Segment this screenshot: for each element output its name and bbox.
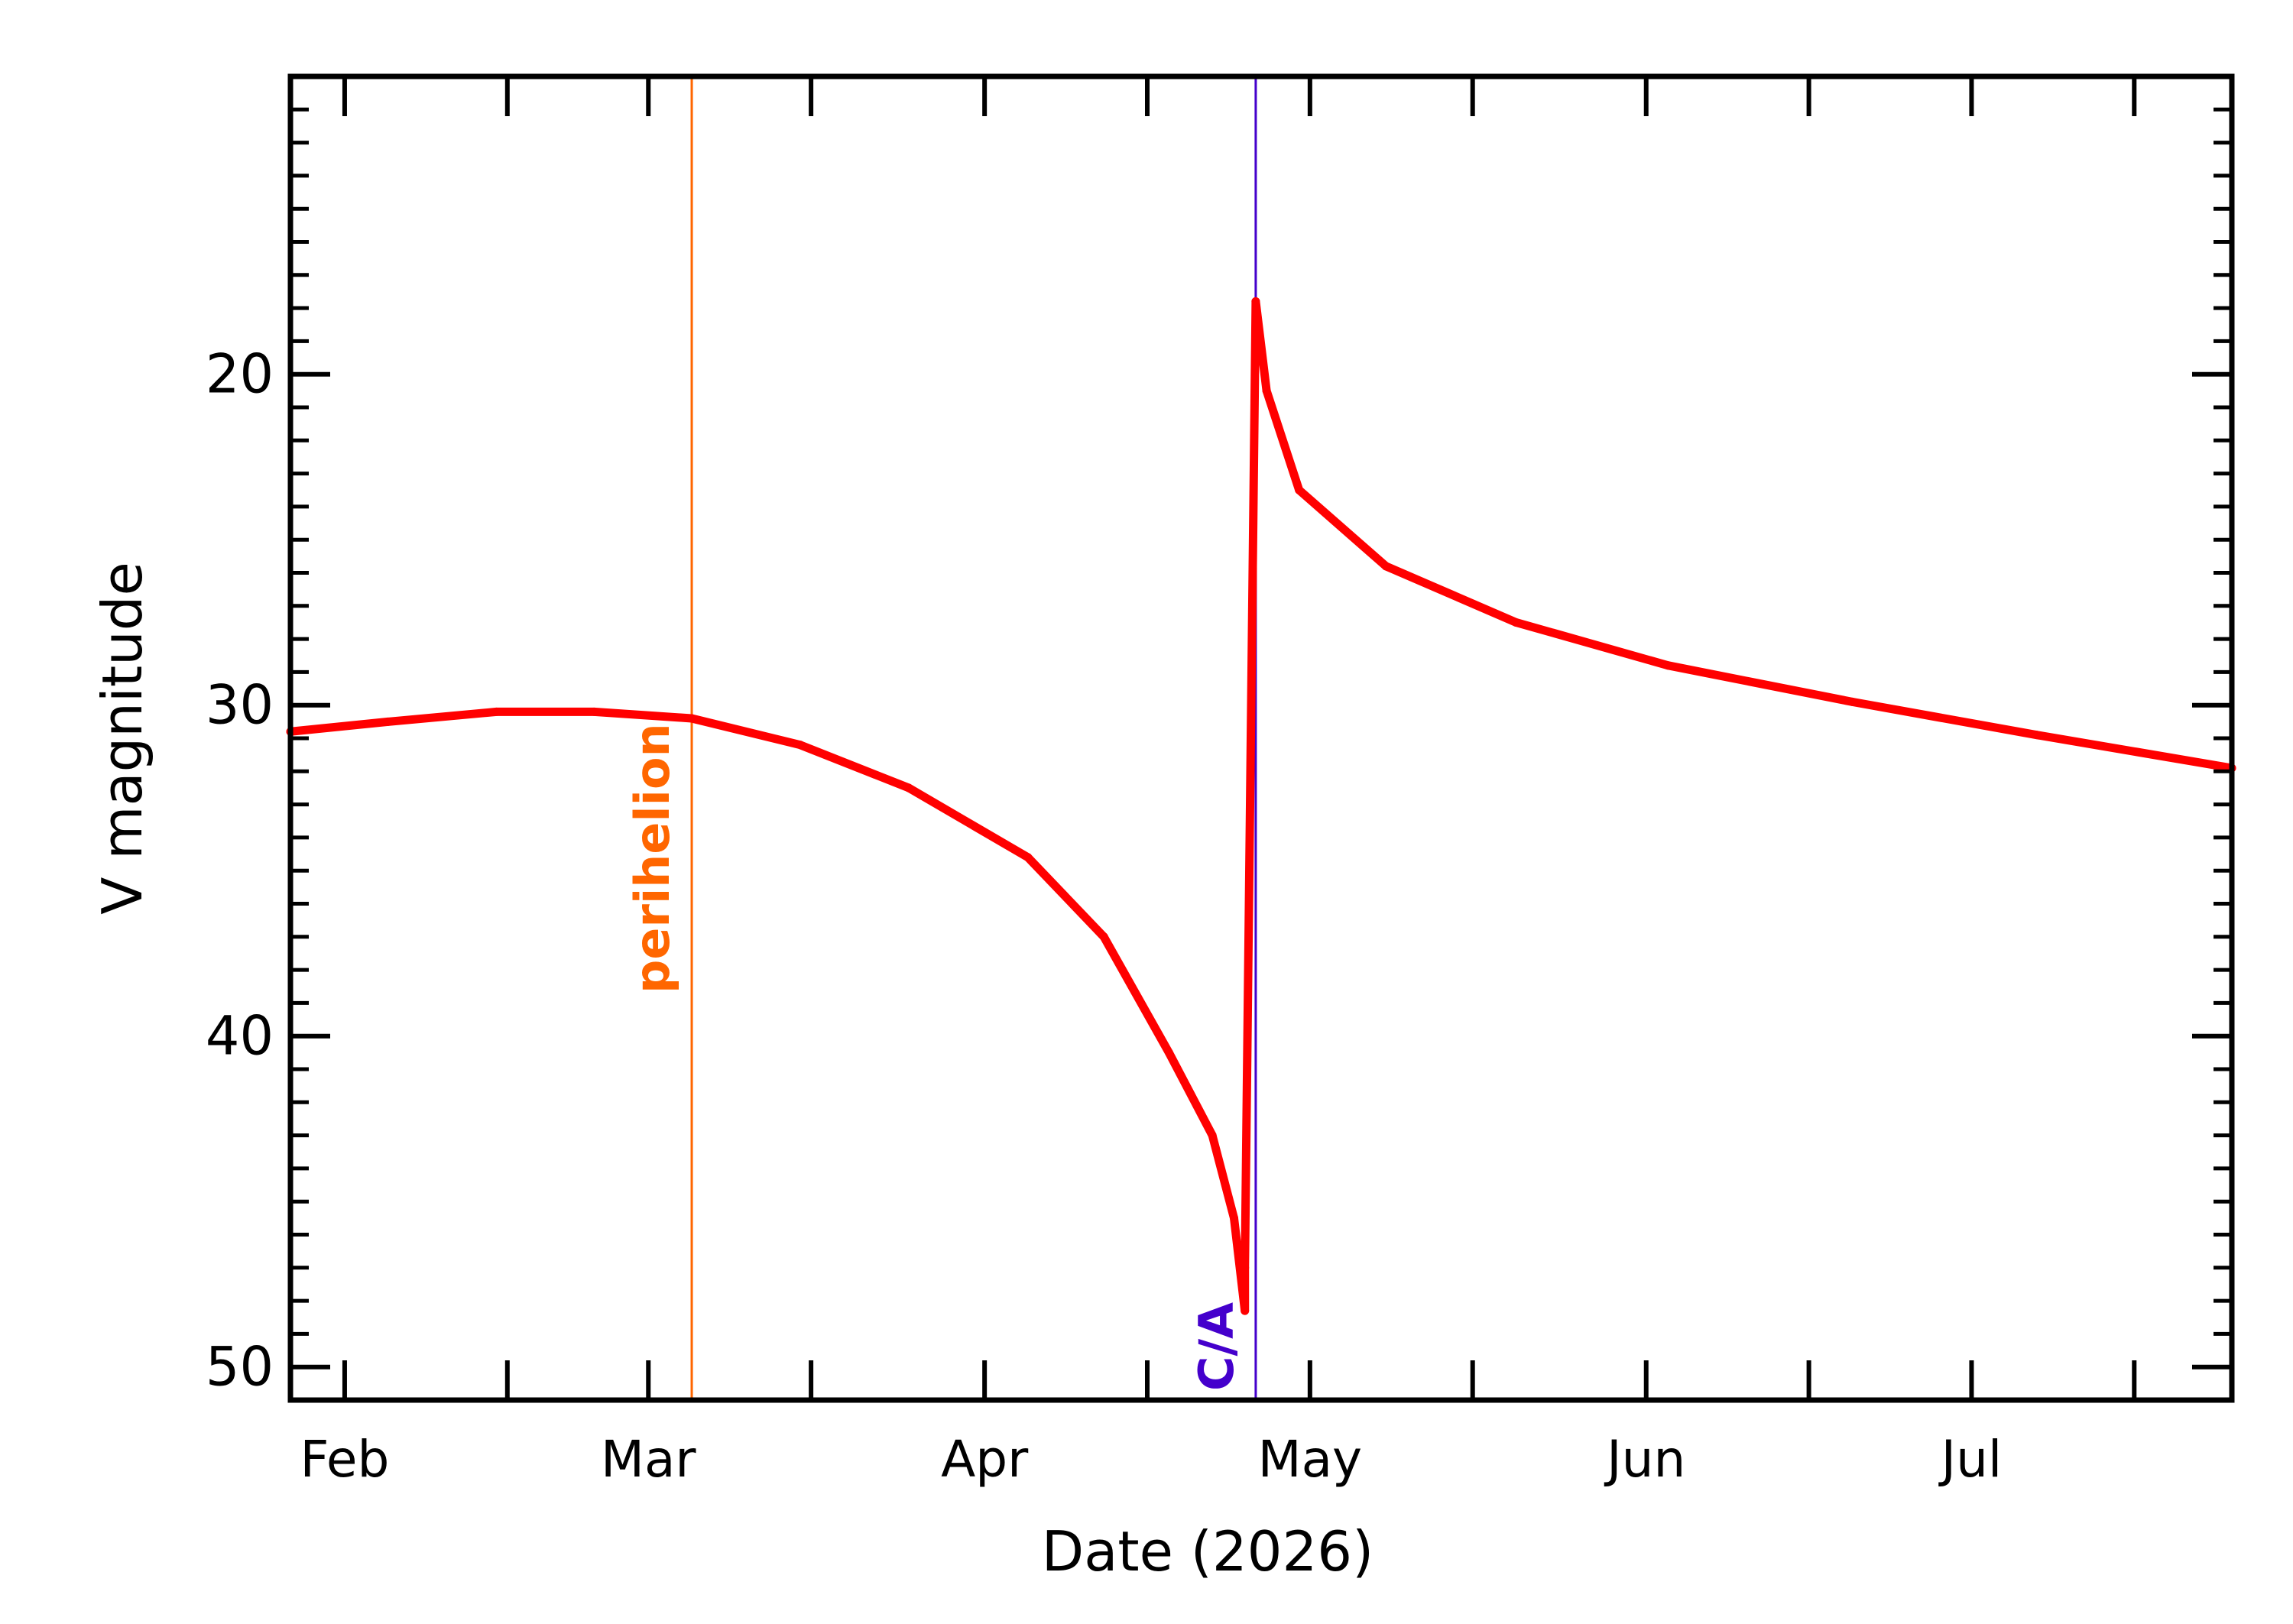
data-point — [1381, 562, 1390, 571]
data-point — [1663, 661, 1672, 670]
data-point — [687, 714, 696, 723]
y-tick-label: 20 — [206, 343, 274, 406]
x-tick-label: May — [1258, 1430, 1362, 1489]
y-tick-label: 40 — [206, 1005, 274, 1068]
data-point — [1023, 853, 1033, 862]
plot-frame — [287, 73, 2235, 1403]
data-point — [1230, 1214, 1239, 1223]
data-point — [1099, 932, 1108, 942]
x-tick-label: Jun — [1604, 1430, 1685, 1489]
data-point — [492, 707, 501, 716]
data-point — [1164, 1048, 1173, 1057]
data-point — [2032, 731, 2042, 740]
y-tick-label: 50 — [206, 1336, 274, 1399]
tick-labels: 20 30 40 50 Feb Mar Apr May Jun Jul — [206, 343, 2002, 1489]
x-tick-label: Apr — [941, 1430, 1029, 1489]
annotation-label-1: C/A — [1189, 1302, 1244, 1391]
data-point — [796, 741, 805, 750]
annotation-lines: perihelion C/A — [624, 76, 1257, 1400]
data-point — [589, 707, 598, 716]
data-point — [384, 717, 393, 726]
x-axis-label: Date (2026) — [1042, 1519, 1374, 1583]
x-tick-label: Jul — [1938, 1430, 2003, 1489]
data-point — [1262, 386, 1271, 395]
y-tick-label: 30 — [206, 674, 274, 737]
x-tick-label: Mar — [601, 1430, 696, 1489]
data-point — [1847, 697, 1857, 706]
data-point — [1241, 1263, 1250, 1272]
annotation-label-0: perihelion — [624, 723, 680, 994]
data-point — [1295, 485, 1304, 494]
data-point — [1511, 618, 1520, 627]
data-point — [904, 783, 913, 793]
x-tick-label: Feb — [300, 1430, 390, 1489]
data-point — [1208, 1131, 1217, 1140]
y-axis-label: V magnitude — [90, 562, 154, 915]
data-point — [1241, 1306, 1250, 1315]
data-point — [1251, 297, 1260, 306]
